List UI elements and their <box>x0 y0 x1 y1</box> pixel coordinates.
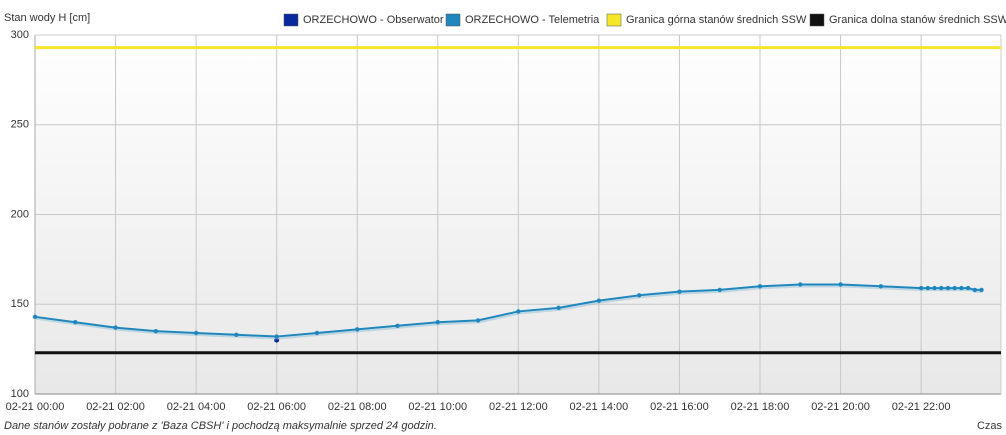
x-tick-label: 02-21 18:00 <box>731 401 790 413</box>
legend-label: ORZECHOWO - Obserwator <box>303 14 444 26</box>
legend-swatch <box>809 13 825 27</box>
data-point <box>757 284 763 289</box>
legend-swatch <box>606 13 622 27</box>
data-point <box>965 285 971 291</box>
data-point <box>475 318 481 323</box>
data-point <box>435 320 440 325</box>
legend-label: Granica górna stanów średnich SSW <box>626 14 807 26</box>
x-tick-label: 02-21 06:00 <box>247 401 306 413</box>
data-point <box>596 298 602 303</box>
x-tick-label: 02-21 00:00 <box>6 401 65 413</box>
x-tick-label: 02-21 12:00 <box>489 401 548 413</box>
x-tick-label: 02-21 10:00 <box>408 401 467 413</box>
data-point <box>945 285 951 291</box>
x-tick-label: 02-21 02:00 <box>86 401 145 413</box>
legend-label: Granica dolna stanów średnich SSW <box>829 14 1006 26</box>
data-point <box>73 320 78 325</box>
x-tick-label: 02-21 20:00 <box>811 401 870 413</box>
data-point <box>556 305 561 311</box>
data-point <box>918 285 924 291</box>
data-point <box>838 282 843 287</box>
data-point <box>355 327 360 332</box>
y-tick-label: 150 <box>11 298 29 310</box>
x-tick-label: 02-21 04:00 <box>167 401 226 413</box>
data-point <box>717 287 722 293</box>
legend-swatch <box>445 13 461 27</box>
data-point <box>274 334 279 339</box>
data-point <box>925 285 931 291</box>
y-tick-label: 100 <box>11 388 29 400</box>
data-point <box>979 287 984 293</box>
data-point <box>193 330 199 336</box>
x-axis-label: Czas <box>977 420 1003 432</box>
y-tick-label: 300 <box>11 29 29 41</box>
y-tick-label: 200 <box>11 208 29 220</box>
data-point <box>798 282 803 287</box>
x-tick-label: 02-21 16:00 <box>650 401 709 413</box>
data-point <box>153 328 159 334</box>
data-point <box>939 285 944 291</box>
data-point <box>878 284 884 289</box>
data-point <box>952 285 957 291</box>
data-point <box>636 293 642 298</box>
x-tick-label: 02-21 22:00 <box>892 401 951 413</box>
data-point <box>32 314 38 320</box>
y-tick-label: 250 <box>11 119 29 131</box>
x-tick-label: 02-21 14:00 <box>570 401 629 413</box>
data-point <box>959 285 964 291</box>
data-point <box>395 323 400 328</box>
data-point <box>516 309 521 314</box>
data-point <box>234 332 239 337</box>
legend-swatch <box>283 13 299 27</box>
data-point <box>972 287 978 293</box>
data-point <box>314 330 320 336</box>
x-tick-label: 02-21 08:00 <box>328 401 387 413</box>
y-axis-label: Stan wody H [cm] <box>4 12 90 24</box>
data-point <box>932 285 937 291</box>
data-point <box>677 289 682 294</box>
data-point <box>113 325 118 330</box>
footnote: Dane stanów zostały pobrane z 'Baza CBSH… <box>4 420 437 432</box>
legend-label: ORZECHOWO - Telemetria <box>465 14 600 26</box>
